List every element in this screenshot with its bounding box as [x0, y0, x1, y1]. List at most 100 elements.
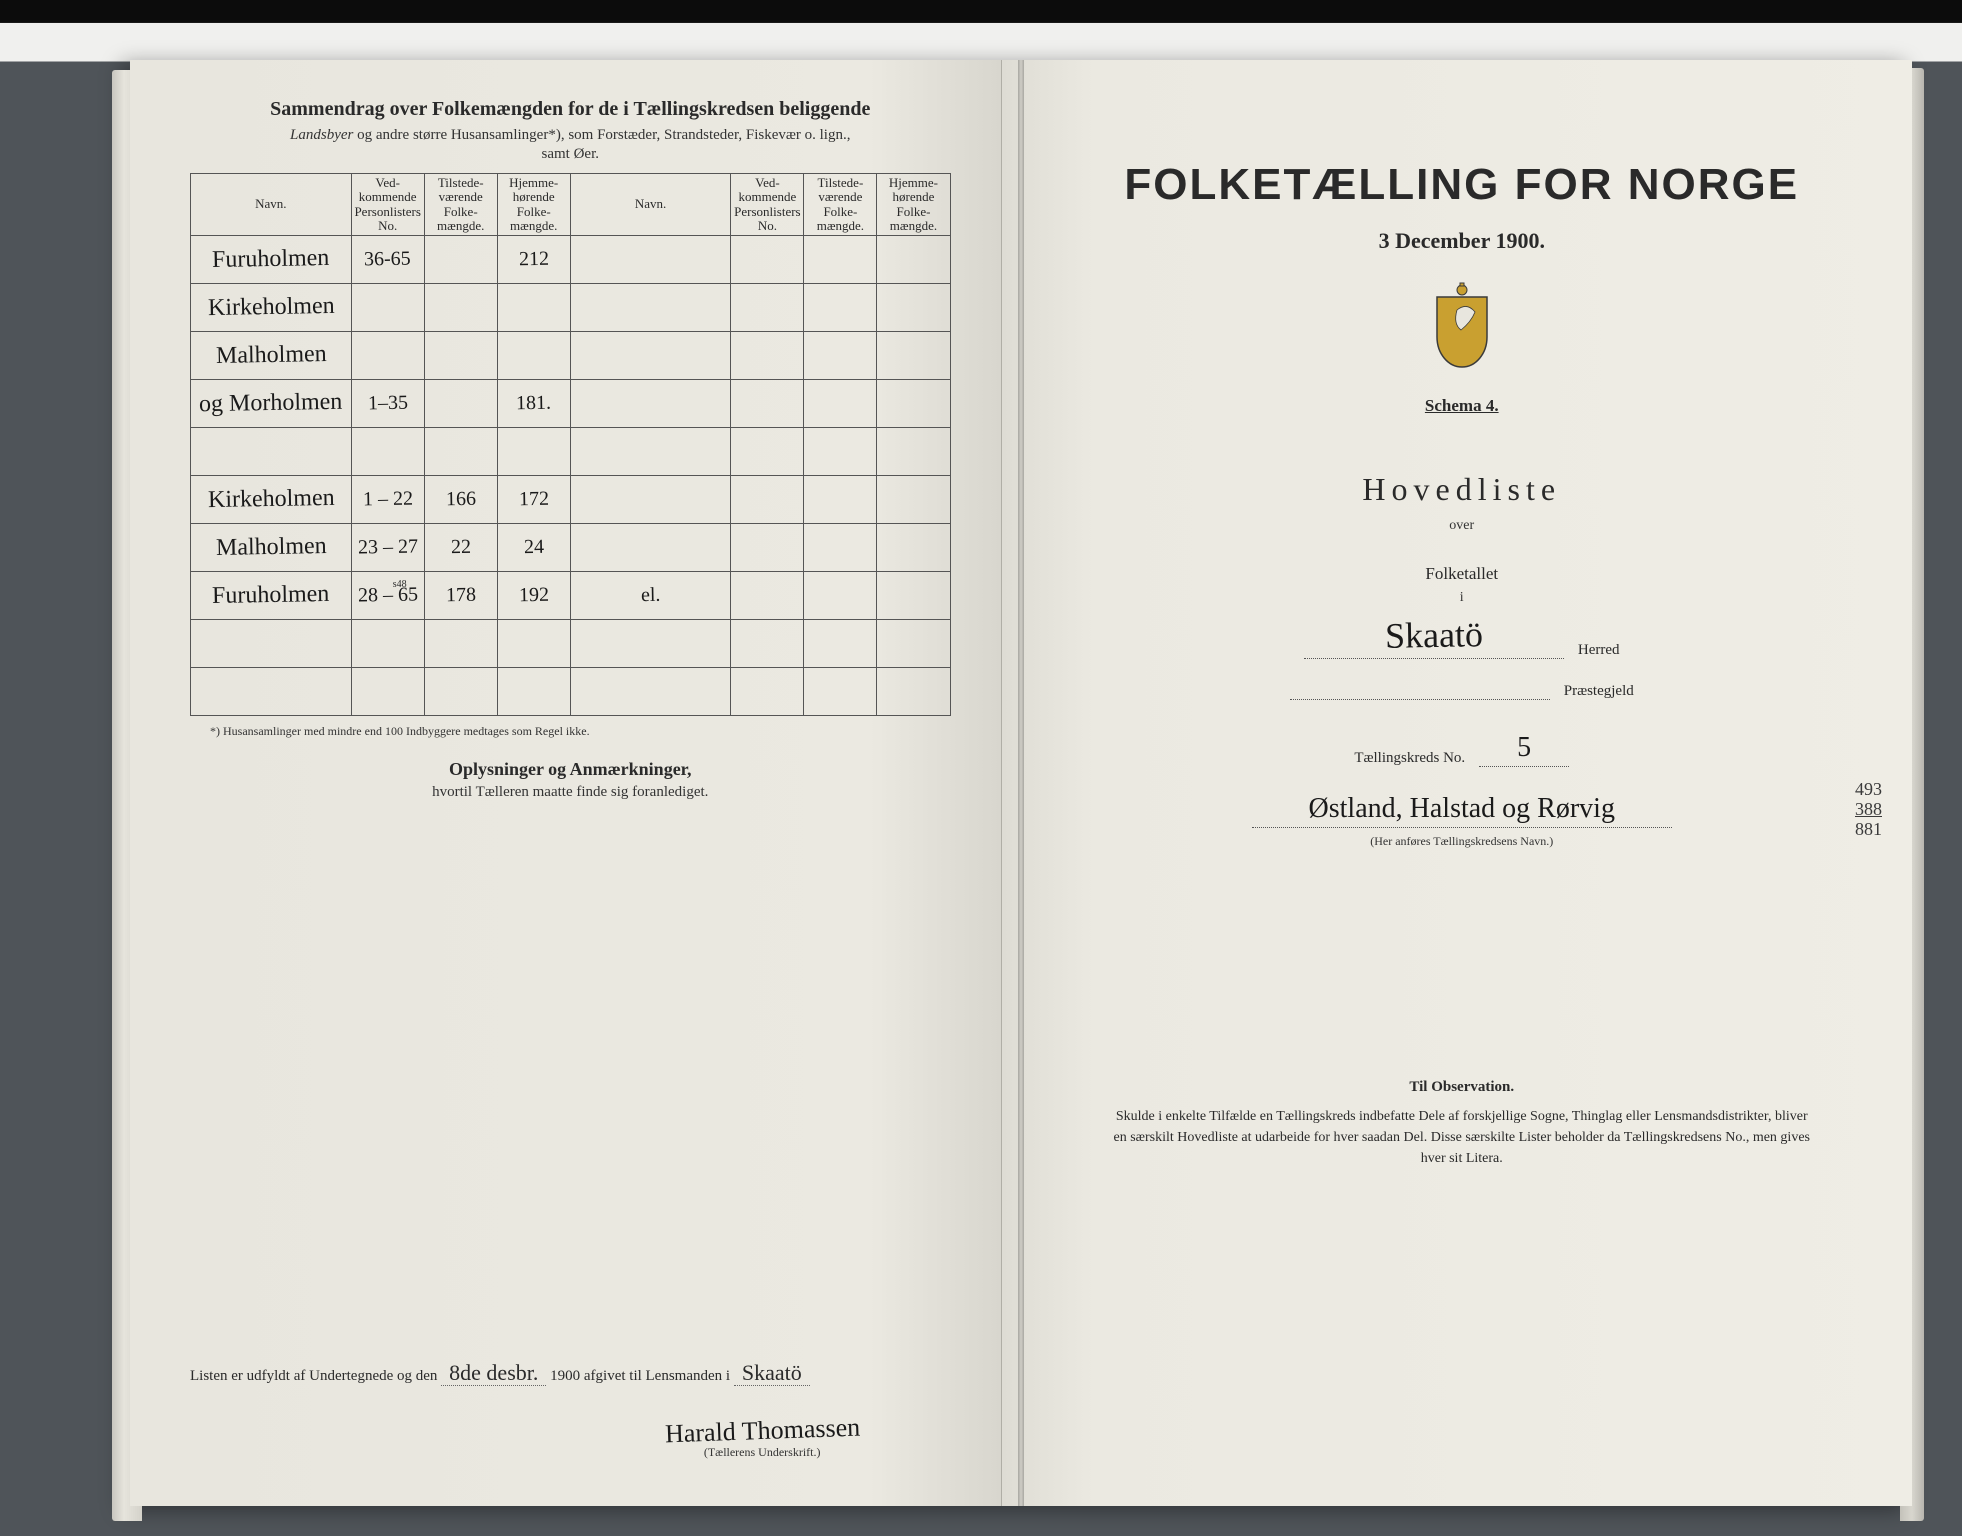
table-row — [191, 620, 951, 668]
signature-handwriting: Harald Thomassen — [665, 1413, 861, 1450]
tkreds-value: 5 — [1517, 732, 1531, 763]
cell-handwriting: 36-65 — [364, 248, 411, 272]
table-cell: Furuholmen — [191, 572, 352, 620]
summary-subtitle-2: samt Øer. — [190, 146, 951, 163]
table-cell — [877, 572, 950, 620]
table-row: Furuholmen36-65212 — [191, 236, 951, 284]
table-cell: 172 — [497, 476, 570, 524]
table-cell: 24 — [497, 524, 570, 572]
table-cell — [424, 284, 497, 332]
table-cell: 1 – 22 — [351, 476, 424, 524]
table-cell — [804, 380, 877, 428]
table-cell — [424, 620, 497, 668]
cell-handwriting: 212 — [519, 248, 549, 272]
cell-handwriting: 1–35 — [367, 392, 407, 416]
table-header-row: Navn. Ved- kommende Personlisters No. Ti… — [191, 174, 951, 236]
praeste-label: Præstegjeld — [1564, 683, 1634, 700]
summary-title: Sammendrag over Folkemængden for de i Tæ… — [190, 98, 951, 121]
coat-of-arms-icon — [1427, 282, 1497, 372]
table-cell — [731, 620, 804, 668]
table-cell — [424, 428, 497, 476]
herred-value: Skaatö — [1385, 613, 1484, 657]
tkreds-name-row: Østland, Halstad og Rørvig — [1082, 793, 1843, 828]
open-book: Sammendrag over Folkemængden for de i Tæ… — [130, 60, 1912, 1506]
margin-number: 493 — [1855, 780, 1882, 800]
observation-body: Skulde i enkelte Tilfælde en Tællingskre… — [1112, 1106, 1813, 1169]
table-cell — [570, 428, 731, 476]
table-cell — [497, 668, 570, 716]
table-cell — [877, 284, 950, 332]
cell-handwriting: Malholmen — [215, 533, 326, 562]
margin-page-numbers: 493388881 — [1855, 780, 1882, 839]
margin-number: 388 — [1855, 800, 1882, 820]
table-cell — [877, 524, 950, 572]
cell-handwriting: 22 — [450, 536, 470, 559]
schema-label: Schema 4. — [1082, 396, 1843, 416]
right-page: FOLKETÆLLING FOR NORGE 3 December 1900. … — [1002, 60, 1913, 1506]
sig-text-a: Listen er udfyldt af Undertegnede og den — [190, 1368, 437, 1384]
tkreds-no-field: 5 — [1479, 732, 1569, 767]
table-cell — [570, 380, 731, 428]
table-cell: 181. — [497, 380, 570, 428]
table-cell: el. — [570, 572, 731, 620]
table-row: Kirkeholmen 1 – 22 166 172 — [191, 476, 951, 524]
table-cell — [731, 380, 804, 428]
table-cell — [877, 380, 950, 428]
th-hjem-1: Hjemme- hørende Folke- mængde. — [497, 174, 570, 236]
table-cell — [570, 332, 731, 380]
table-row — [191, 428, 951, 476]
table-row — [191, 668, 951, 716]
tkreds-no-row: Tællingskreds No. 5 — [1082, 732, 1843, 767]
table-cell: 28 – 65s48 — [351, 572, 424, 620]
table-cell — [877, 620, 950, 668]
table-cell — [731, 428, 804, 476]
table-cell — [731, 668, 804, 716]
table-cell: Kirkeholmen — [191, 476, 352, 524]
herred-row: Skaatö Herred — [1082, 614, 1843, 659]
table-cell: Malholmen — [191, 332, 352, 380]
table-cell — [804, 332, 877, 380]
table-cell — [570, 476, 731, 524]
table-row: Malholmen — [191, 332, 951, 380]
table-cell — [731, 524, 804, 572]
signature-line: Listen er udfyldt af Undertegnede og den… — [190, 1360, 941, 1386]
table-cell: 178 — [424, 572, 497, 620]
tkreds-name-value: Østland, Halstad og Rørvig — [1309, 793, 1615, 824]
hovedliste-title: Hovedliste — [1082, 471, 1843, 508]
table-cell — [731, 236, 804, 284]
table-cell: 23 – 27 — [351, 524, 424, 572]
cell-handwriting: 28 – 65 — [357, 584, 417, 608]
table-cell — [804, 620, 877, 668]
table-cell — [351, 284, 424, 332]
table-cell — [497, 284, 570, 332]
table-cell — [804, 428, 877, 476]
th-tilst-1: Tilstede- værende Folke- mængde. — [424, 174, 497, 236]
th-navn-1: Navn. — [191, 174, 352, 236]
sig-place: Skaatö — [734, 1360, 810, 1386]
census-main-title: FOLKETÆLLING FOR NORGE — [1082, 160, 1843, 210]
table-cell: 36-65 — [351, 236, 424, 284]
table-cell — [731, 332, 804, 380]
table-cell — [351, 428, 424, 476]
cell-handwriting: Kirkeholmen — [207, 485, 334, 514]
cell-handwriting: 166 — [445, 488, 475, 512]
cell-handwriting: 1 – 22 — [362, 488, 412, 512]
table-cell: Kirkeholmen — [191, 284, 352, 332]
table-cell — [570, 284, 731, 332]
table-cell — [191, 620, 352, 668]
table-cell — [877, 332, 950, 380]
table-cell — [731, 572, 804, 620]
cell-handwriting: Kirkeholmen — [207, 293, 334, 322]
table-cell: Malholmen — [191, 524, 352, 572]
summary-subtitle: Landsbyer og andre større Husansamlinger… — [190, 127, 951, 144]
cell-handwriting: 23 – 27 — [357, 536, 417, 560]
table-cell — [804, 668, 877, 716]
table-cell — [877, 236, 950, 284]
cell-handwriting: 181. — [516, 392, 551, 416]
th-no-2: Ved- kommende Personlisters No. — [731, 174, 804, 236]
signature-caption: (Tællerens Underskrift.) — [704, 1445, 821, 1460]
table-cell — [804, 524, 877, 572]
census-date: 3 December 1900. — [1082, 228, 1843, 254]
book-spine — [1018, 60, 1024, 1506]
tkreds-name-field: Østland, Halstad og Rørvig — [1252, 793, 1672, 828]
